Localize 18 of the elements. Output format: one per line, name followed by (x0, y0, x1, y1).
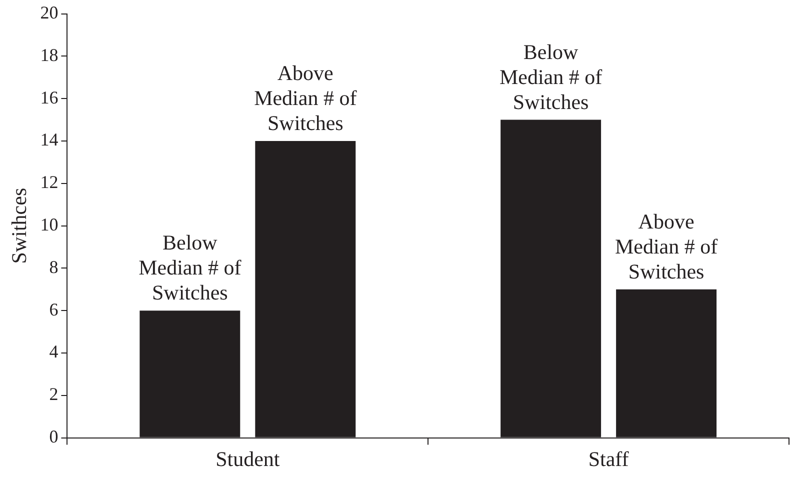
series-label: Above Median # of Switches (614, 209, 718, 284)
y-tick-label: 8 (49, 256, 58, 277)
text: Below Median # of Switches (138, 230, 242, 305)
y-tick-label: 18 (40, 44, 58, 65)
y-tick-label: 14 (40, 130, 58, 150)
y-tick-label: 0 (49, 426, 58, 447)
text: Above Median # of Switches (254, 61, 357, 136)
y-tick-label: 16 (40, 87, 58, 108)
y-tick-label: 10 (40, 214, 58, 235)
y-tick-label: 2 (49, 384, 58, 404)
y-axis-title: Swithces (7, 188, 32, 264)
y-tick-label: 6 (49, 299, 58, 320)
y-tick-label: 4 (49, 342, 58, 362)
y-tick-label: 12 (40, 172, 58, 192)
y-tick-label: 20 (40, 2, 58, 23)
series-label: Below Median # of Switches (499, 40, 602, 114)
x-tick-label: Staff (588, 446, 629, 471)
x-tick-label: Student (216, 446, 280, 471)
